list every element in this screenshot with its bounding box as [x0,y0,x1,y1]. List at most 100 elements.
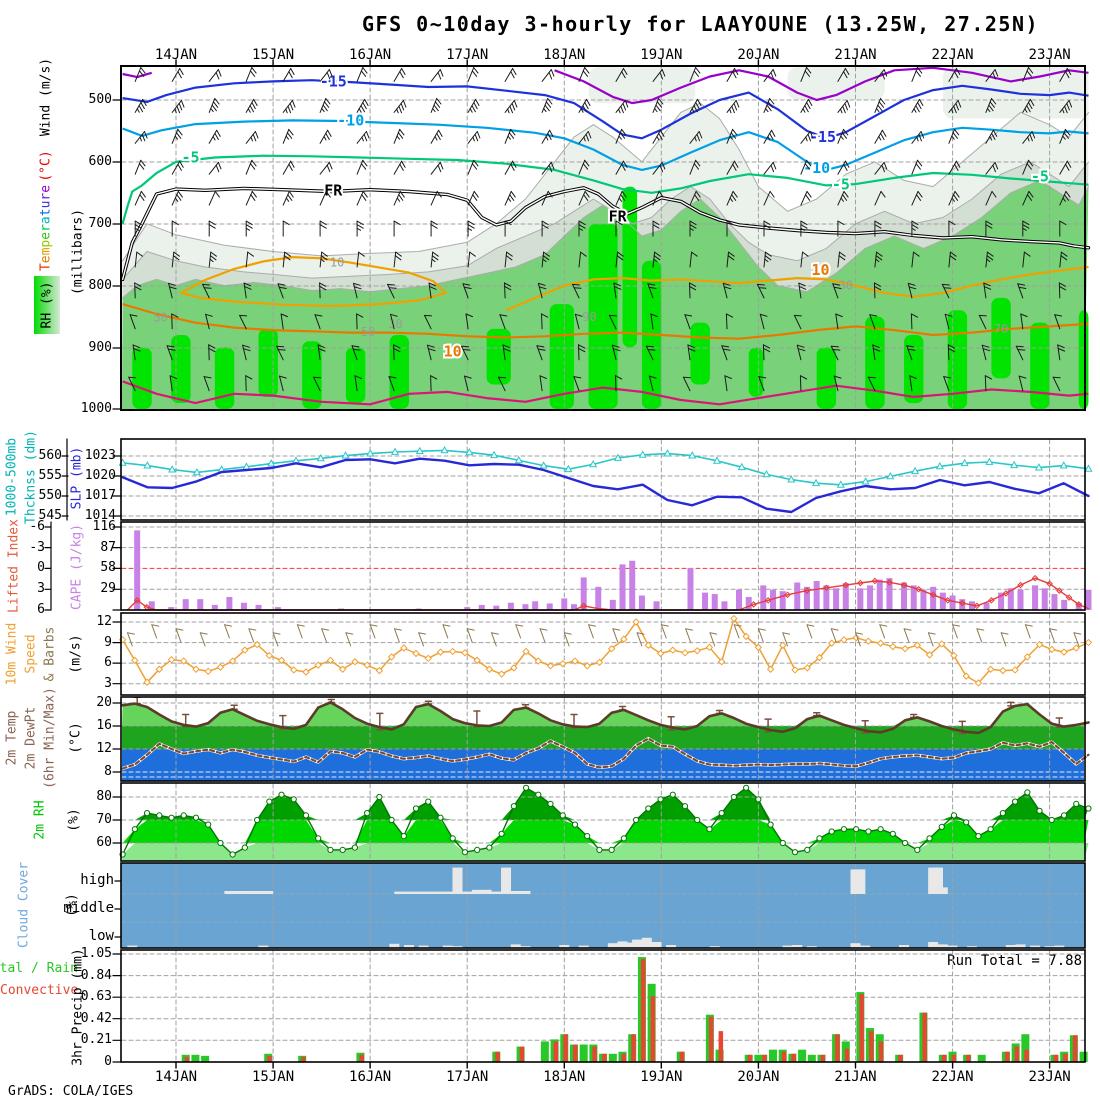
pressure-tick: 600 [88,154,112,169]
t2m-tick: 12 [96,741,112,756]
svg-text:-15: -15 [320,72,347,90]
li-tick: -3 [29,539,45,555]
cape-tick: 58 [100,560,116,576]
svg-text:10: 10 [444,343,462,361]
li-tick: 6 [37,602,45,617]
wind10m-tick: 12 [96,614,112,629]
rh2m-tick: 60 [96,835,112,850]
wind10m-tick: 3 [104,675,112,691]
li-tick: 3 [37,581,45,597]
slp-tick: 1020 [84,468,116,483]
top-date-label: 21JAN [834,47,877,63]
t2m-tick: 16 [96,718,112,733]
bottom-date-label: 23JAN [1028,1069,1071,1085]
cape-tick: 29 [100,581,116,597]
panel-precip [121,950,1088,1062]
svg-text:-5: -5 [832,176,850,194]
svg-text:FR: FR [609,208,628,226]
bottom-date-label: 15JAN [251,1069,295,1085]
top-date-label: 20JAN [737,47,780,63]
wind10m-label-1: 10m Wind [4,622,20,686]
rh-legend-swatch [34,276,60,334]
precip-axis-label: 3hr Precip (mm) [70,948,86,1066]
cloud-row-label: high [80,872,114,888]
top-date-label: 23JAN [1028,47,1071,63]
svg-text:10: 10 [330,256,344,270]
precip-tick: 0.84 [80,967,112,983]
precip-tick: 0 [104,1054,112,1069]
page-title: GFS 0~10day 3-hourly for LAAYOUNE (13.25… [362,12,1040,36]
grads-credit: GrADS: COLA/IGES [8,1084,134,1099]
svg-text:-10: -10 [337,111,364,129]
li-tick: -6 [29,519,45,534]
bottom-date-label: 14JAN [154,1069,198,1085]
pressure-tick: 900 [88,340,112,355]
svg-text:30: 30 [388,317,402,331]
svg-text:90: 90 [582,310,596,324]
cloud-row-label: low [88,928,114,944]
t2m-tick: 20 [96,695,112,710]
surface-wind-barbs [127,624,1082,647]
top-date-label: 14JAN [154,47,198,63]
top-date-label: 18JAN [543,47,586,63]
thickness-tick: 560 [38,448,62,463]
top-date-label: 22JAN [931,47,974,63]
run-total-label: Run Total = 7.88 [947,953,1082,969]
bottom-date-label: 20JAN [737,1069,780,1085]
pressure-tick: 500 [88,92,112,107]
panel-cloud-cover [121,863,1085,948]
upper-wind-barbs [128,67,1073,392]
cape-tick: 87 [100,539,116,555]
panel-rh2m [119,783,1092,861]
precip-tick: 1.05 [80,946,112,961]
pressure-tick: 700 [88,216,112,231]
li-tick: 0 [37,560,45,576]
bottom-date-label: 22JAN [931,1069,974,1085]
panel-wind10m [118,613,1093,695]
t2m-label-2: 2m DewPt [23,706,39,770]
rh2m-tick: 70 [96,812,112,827]
cape-tick: 116 [92,519,116,534]
slp-tick: 1023 [84,448,116,463]
panel-li-cape [121,522,1092,611]
slp-tick: 1014 [84,508,116,523]
bottom-date-label: 17JAN [446,1069,489,1085]
pressure-tick: 800 [88,278,112,293]
top-date-label: 15JAN [251,47,295,63]
svg-text:FR: FR [324,182,343,200]
wind10m-tick: 9 [104,634,112,650]
top-date-label: 19JAN [640,47,683,63]
thickness-tick: 555 [38,468,62,483]
bottom-date-label: 21JAN [834,1069,877,1085]
precip-convective-label: Convective [0,983,79,998]
cloud-row-label: middle [63,900,114,916]
svg-text:-5: -5 [1031,168,1049,186]
precip-total-rain-label: Total / Rain [0,961,78,976]
top-date-label: 17JAN [446,47,489,63]
svg-text:30: 30 [839,279,853,293]
svg-text:70: 70 [994,322,1008,336]
wind10m-tick: 6 [104,655,112,671]
pressure-tick: 1000 [80,401,112,416]
t2m-tick: 8 [104,764,112,779]
svg-text:50: 50 [361,325,375,339]
rh2m-tick: 80 [96,789,112,804]
precip-tick: 0.21 [80,1032,112,1048]
bottom-date-label: 18JAN [543,1069,586,1085]
cloud-cover-label: Cloud Cover [16,861,32,949]
panel-slp-thickness [118,439,1093,520]
top-date-label: 16JAN [349,47,392,63]
svg-text:10: 10 [812,261,830,279]
precip-tick: 0.63 [80,989,112,1005]
svg-text:-5: -5 [182,149,200,167]
wind10m-label-2: Speed [23,634,39,674]
svg-text:50: 50 [153,311,167,325]
bottom-date-label: 19JAN [640,1069,683,1085]
thickness-tick: 550 [38,488,62,503]
slp-tick: 1017 [84,488,116,503]
thickness-tick: 545 [38,508,62,523]
bottom-date-label: 16JAN [349,1069,392,1085]
